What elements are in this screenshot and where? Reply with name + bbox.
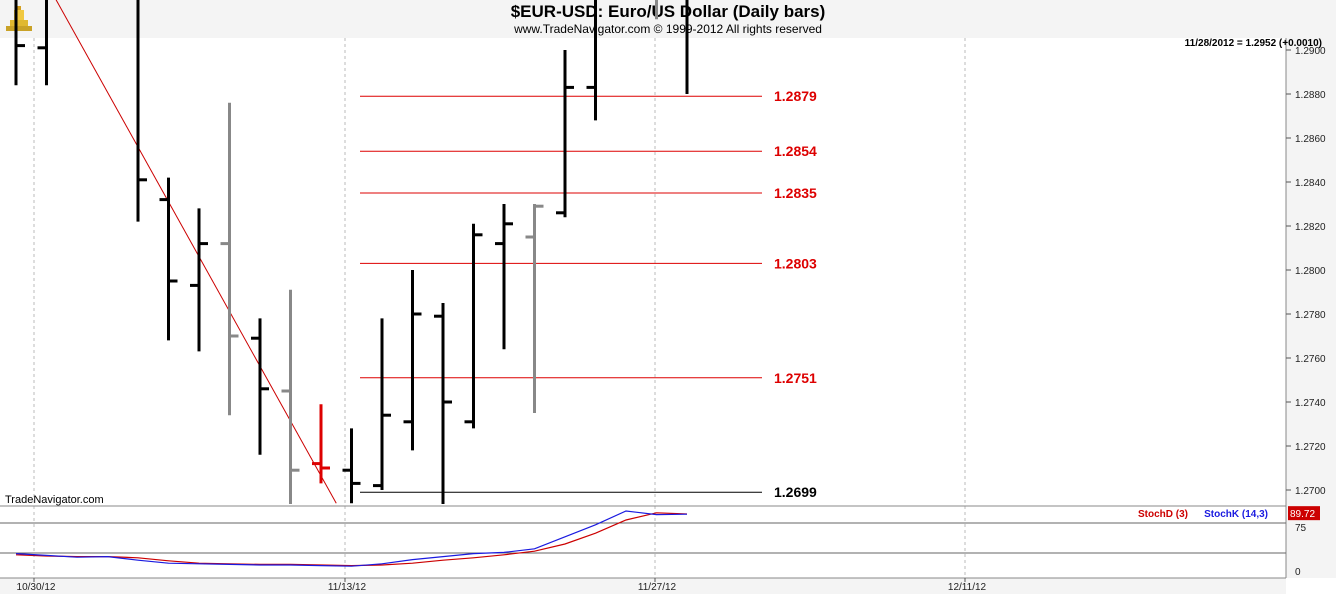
ohlc-bar xyxy=(373,318,391,490)
chart-subtitle: www.TradeNavigator.com © 1999-2012 All r… xyxy=(514,22,822,36)
trade-navigator-logo-icon xyxy=(4,4,34,34)
level-label: 1.2699 xyxy=(774,484,817,500)
price-bars xyxy=(14,0,689,504)
y-tick-label: 1.2780 xyxy=(1295,310,1326,321)
watermark: TradeNavigator.com xyxy=(5,494,104,506)
stoch-series-line xyxy=(15,510,688,567)
ohlc-bar xyxy=(586,0,597,121)
ohlc-bar xyxy=(14,0,25,86)
ohlc-bar xyxy=(403,270,422,451)
level-label: 1.2803 xyxy=(774,255,817,271)
ohlc-bar xyxy=(136,0,147,222)
y-tick-label: 1.2740 xyxy=(1295,398,1326,409)
ohlc-bar xyxy=(220,102,239,416)
y-tick-label: 1.2700 xyxy=(1295,486,1326,497)
ohlc-bar xyxy=(434,303,452,504)
grid-lines xyxy=(33,38,966,578)
ohlc-bar xyxy=(495,204,513,350)
ohlc-bar xyxy=(556,50,574,218)
level-label: 1.2751 xyxy=(774,370,817,386)
level-label: 1.2835 xyxy=(774,185,817,201)
stochastic-panel: StochD (3) StochK (14,3) 89.72 75 0 xyxy=(0,506,1320,578)
level-label: 1.2879 xyxy=(774,88,817,104)
y-tick-label: 1.2840 xyxy=(1295,178,1326,189)
date-axis: 10/30/12 11/13/12 11/27/12 12/11/12 xyxy=(0,577,1286,594)
price-readout: 11/28/2012 = 1.2952 (+0.0010) xyxy=(1185,38,1322,49)
price-axis: 1.2700 1.2720 1.2740 1.2760 1.2780 1.2800 1.28… xyxy=(0,38,1336,578)
y-tick-label: 1.2900 xyxy=(1295,46,1326,57)
level-label: 1.2854 xyxy=(774,143,817,159)
ohlc-bar xyxy=(37,0,48,86)
stoch-legend-k: StochK (14,3) xyxy=(1204,509,1268,520)
ohlc-bar xyxy=(464,223,483,429)
ohlc-bar xyxy=(685,0,689,94)
y-tick-label: 1.2880 xyxy=(1295,90,1326,101)
ohlc-bar xyxy=(190,208,208,352)
ohlc-bar xyxy=(655,0,658,20)
ohlc-bar xyxy=(525,204,544,413)
axis-background xyxy=(1286,38,1336,578)
y-tick-label: 1.2800 xyxy=(1295,266,1326,277)
stoch-last-label: 89.72 xyxy=(1290,509,1315,520)
x-tick-label: 10/30/12 xyxy=(17,582,56,593)
chart-header: $EUR-USD: Euro/US Dollar (Daily bars) ww… xyxy=(0,0,1336,38)
ohlc-bar xyxy=(312,404,330,484)
x-tick-label: 11/27/12 xyxy=(638,582,677,593)
y-tick-label: 1.2820 xyxy=(1295,222,1326,233)
stoch-tick-label: 75 xyxy=(1295,523,1307,534)
stoch-legend-d: StochD (3) xyxy=(1138,509,1188,520)
x-tick-label: 12/11/12 xyxy=(948,582,987,593)
chart-title: $EUR-USD: Euro/US Dollar (Daily bars) xyxy=(510,2,826,21)
stoch-area xyxy=(0,508,1286,576)
y-tick-label: 1.2720 xyxy=(1295,442,1326,453)
ohlc-bar xyxy=(251,318,269,455)
y-tick-label: 1.2860 xyxy=(1295,134,1326,145)
support-resistance-levels: 1.30911.30891.30371.30231.30181.28791.28… xyxy=(360,88,817,500)
stoch-tick-label: 0 xyxy=(1295,567,1301,578)
ohlc-bar xyxy=(342,428,361,504)
y-tick-label: 1.2760 xyxy=(1295,354,1326,365)
ohlc-bar xyxy=(159,177,178,341)
x-tick-label: 11/13/12 xyxy=(328,582,367,593)
ohlc-bar xyxy=(281,289,300,504)
stoch-last-box xyxy=(1288,506,1320,521)
